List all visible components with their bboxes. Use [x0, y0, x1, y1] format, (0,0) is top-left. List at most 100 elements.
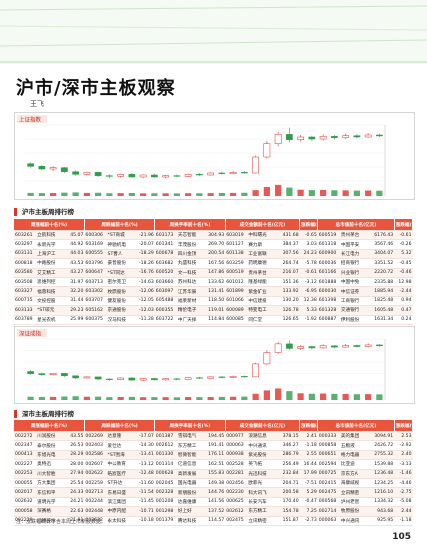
volume-bar	[263, 187, 270, 196]
ranking-table: 周涨幅前十名(%) 周跌幅前十名(%) 周换手率前十名(%) 成交金额前十名(亿元) 涨…	[14, 420, 414, 526]
cell: 601899	[225, 286, 248, 297]
cell: 603508	[14, 277, 37, 288]
cell: 国光电器	[176, 478, 206, 489]
cell: 2.41	[299, 431, 318, 442]
cell: 中广天择	[176, 315, 206, 325]
cell: 002612	[154, 440, 177, 451]
cell: 002230	[225, 487, 248, 498]
cell: 东易日盛	[106, 487, 135, 498]
cell: 星光农机	[36, 315, 65, 325]
candle-body	[241, 172, 248, 174]
cell: 600306	[84, 230, 107, 241]
cell: 600818	[14, 258, 37, 269]
cell: 170.40	[275, 497, 300, 508]
candle-body	[27, 371, 34, 374]
volume-bar	[342, 190, 349, 196]
cell: 603707	[84, 296, 107, 307]
candle-body	[331, 345, 338, 348]
cell: 118.50	[205, 296, 226, 307]
volume-bar	[38, 397, 45, 400]
candle-body	[263, 143, 271, 158]
candle-body	[106, 175, 113, 177]
cell: 605488	[154, 296, 177, 307]
cell: 达意隆	[106, 431, 135, 442]
section-heading: 沪市主板周排行榜	[14, 208, 74, 216]
cell: 002586	[84, 450, 107, 461]
cell: 丰茂股份	[176, 239, 206, 250]
cell: 002475	[317, 487, 340, 498]
cell: -2.73	[299, 516, 318, 526]
volume-bar	[263, 390, 270, 400]
cell: 工业富联	[247, 249, 276, 260]
cell: 高新发展	[176, 469, 206, 479]
cell: 英飞拓	[247, 459, 276, 470]
cell: 601138	[225, 249, 248, 260]
volume-bar	[308, 190, 315, 196]
cell: 丸盛科技	[176, 258, 206, 269]
cell: -11.28	[134, 315, 155, 325]
cell: 中信建投	[247, 296, 276, 307]
cell: 155.83	[205, 469, 226, 479]
cell: 232.84	[275, 469, 300, 479]
candle-body	[297, 346, 304, 349]
cell: -7.51	[299, 478, 318, 489]
label-bg	[17, 115, 47, 123]
candle-body	[331, 136, 338, 138]
cell: 002017	[14, 487, 37, 498]
cell: 002229	[14, 516, 37, 526]
cell: 603097	[154, 286, 177, 297]
cell: 002403	[84, 440, 107, 451]
cell: 000333	[317, 431, 340, 442]
cell: 307.56	[275, 249, 300, 260]
cell: -12.06	[134, 286, 155, 297]
cell: 永新光学	[36, 239, 65, 250]
cell: 工商银行	[339, 296, 369, 307]
cell: 浪潮信息	[247, 431, 276, 442]
cell: 45.07	[64, 230, 85, 241]
cell: 151.87	[275, 516, 300, 526]
candle-body	[139, 174, 147, 178]
table-row: 002253 川大智胜 27.94 002622 皓宸医疗 -12.48 000628 高新发…	[14, 469, 413, 479]
cell: 精伦电子	[176, 305, 206, 316]
table-row: 002017 东信和平 24.33 002713 东易日盛 -11.54 002328 新朋股…	[14, 487, 413, 498]
table-row: 600715 文投控股 31.44 603707 健友股份 -12.05 605488 福莱新…	[14, 296, 413, 307]
cell: 中兴通讯	[247, 440, 276, 451]
cell: 1825.48	[368, 296, 395, 307]
cell: -0.65	[299, 230, 318, 241]
candle-body	[162, 175, 169, 178]
page-title: 沪市/深市主板观察	[16, 78, 176, 99]
cell: 002448	[84, 506, 107, 517]
cell: 立讯精密	[339, 487, 369, 498]
cell: 方大集团	[36, 478, 65, 489]
candle-body	[151, 174, 158, 178]
candle-body	[184, 174, 192, 177]
candle-body	[263, 352, 271, 365]
cell: -12.03	[134, 305, 155, 316]
cell: -0.47	[299, 497, 318, 508]
section-heading: 深市主板周排行榜	[14, 410, 74, 418]
candle-body	[207, 376, 214, 379]
cell: 12.98	[394, 277, 413, 288]
cell: 603261	[14, 230, 37, 241]
cell: 603019	[225, 230, 248, 241]
volume-bar	[151, 193, 158, 196]
cell: 346.27	[275, 440, 300, 451]
cell: 603259	[225, 258, 248, 269]
cell: 43.55	[64, 431, 85, 442]
cell: 141.56	[205, 497, 226, 508]
table-row: 603297 永新光学 44.92 603169 神驰机电 -20.07 601341 丰茂股…	[14, 239, 413, 250]
index-chart: 深证成指	[14, 326, 415, 404]
cell: 思维列控	[36, 277, 65, 288]
cell: 002269	[84, 431, 107, 442]
candle-body	[274, 343, 282, 353]
cell: 28.00	[64, 459, 85, 470]
cell: 216.07	[275, 268, 300, 278]
cell: -17.07	[134, 431, 155, 442]
cell: 000413	[14, 450, 37, 461]
cell: 腾达科技	[176, 516, 206, 526]
cell: 600715	[14, 296, 37, 307]
volume-bar	[241, 396, 248, 400]
volume-bar	[140, 397, 147, 400]
volume-bar	[196, 397, 203, 400]
cell: 福莱新材	[176, 296, 206, 307]
